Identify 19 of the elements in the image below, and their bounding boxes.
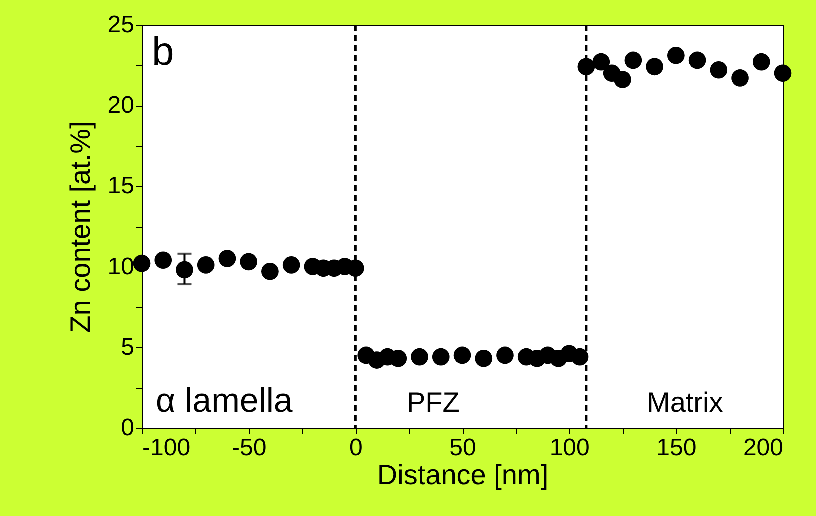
y-tick-label: 5 [121, 334, 134, 361]
y-tick-label: 20 [108, 92, 134, 120]
x-tick-label: 100 [550, 434, 590, 462]
y-tick-label: 25 [108, 12, 134, 38]
x-tick-label: 200 [743, 434, 784, 462]
annotation: α lamella [156, 382, 293, 420]
y-axis-title: Zn content [at.%] [64, 121, 96, 333]
annotation: Matrix [647, 387, 724, 418]
y-tick-label: 15 [108, 172, 134, 200]
x-axis-title: Distance [nm] [377, 460, 549, 490]
annotation: b [152, 30, 174, 74]
x-tick-label: 0 [349, 434, 363, 462]
y-tick-label: 10 [108, 253, 134, 280]
annotation: PFZ [407, 387, 460, 418]
x-tick-label: 50 [450, 434, 476, 462]
x-tick-label: 150 [656, 434, 697, 462]
x-tick-label: -100 [142, 434, 191, 462]
x-tick-label: -50 [232, 434, 267, 462]
y-tick-label: 0 [121, 414, 134, 442]
